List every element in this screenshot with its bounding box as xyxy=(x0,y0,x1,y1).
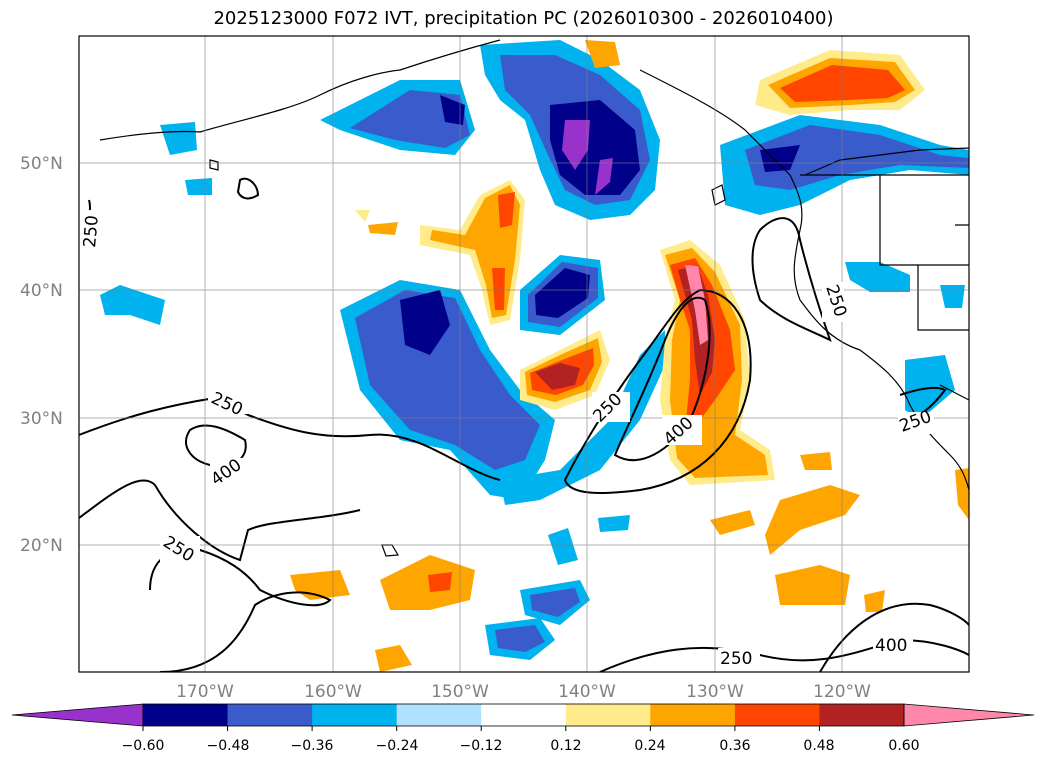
lat-label: 30°N xyxy=(20,409,63,429)
colorbar-segment xyxy=(650,704,736,726)
colorbar-segment xyxy=(481,704,567,726)
neg-spot-10 xyxy=(598,515,630,532)
colorbar-extend-high xyxy=(903,703,1035,727)
coast-canada xyxy=(804,147,969,176)
border-states xyxy=(879,175,969,401)
neg-field-central-core xyxy=(400,290,450,355)
ivt-contour-250-plume xyxy=(563,288,752,494)
ivt-contour-250-coast xyxy=(751,217,832,342)
pos-field-center-max xyxy=(535,363,580,390)
lat-label: 40°N xyxy=(20,281,63,301)
gridlines xyxy=(79,36,969,672)
neg-field-mid-core xyxy=(535,268,590,318)
colorbar-segment xyxy=(312,704,398,726)
colorbar xyxy=(11,703,1035,731)
pos-field-s9 xyxy=(355,210,370,222)
map-frame xyxy=(78,35,970,673)
pos-field-s10 xyxy=(368,222,398,235)
pos-field-s6 xyxy=(800,452,832,470)
neg-spot-7 xyxy=(548,528,578,565)
colorbar-tick-label: 0.36 xyxy=(719,738,750,754)
lat-labels: 50°N 40°N 30°N 20°N xyxy=(20,154,63,556)
shaded-fields xyxy=(79,36,969,672)
lon-label: 170°W xyxy=(176,682,234,702)
pos-field-s2 xyxy=(380,555,475,610)
ivt-contour-250-west xyxy=(79,396,501,481)
neg-spot-2 xyxy=(160,122,197,155)
neg-field-central-inner xyxy=(355,290,540,470)
neg-spot-1 xyxy=(100,285,165,325)
colorbar-tick-label: −0.36 xyxy=(291,738,334,754)
pos-field-s5 xyxy=(710,510,755,535)
colorbar-segment xyxy=(819,704,905,726)
contour-label: 250 xyxy=(720,649,752,669)
colorbar-segment xyxy=(143,704,229,726)
pos-field-s11 xyxy=(955,468,969,520)
island-1 xyxy=(209,159,219,171)
colorbar-segment xyxy=(734,704,820,726)
colorbar-segment xyxy=(227,704,313,726)
lat-label: 50°N xyxy=(20,154,63,174)
neg-field-north-max xyxy=(562,120,590,170)
colorbar-frame xyxy=(142,703,905,727)
colorbar-tick-label: −0.24 xyxy=(376,738,419,754)
lon-label: 140°W xyxy=(558,682,616,702)
pos-field-s8 xyxy=(585,40,620,68)
colorbar-tick-label: 0.12 xyxy=(550,738,581,754)
pos-field-nw-core xyxy=(498,192,515,228)
lat-label: 20°N xyxy=(20,536,63,556)
neg-spot-5 xyxy=(940,285,965,308)
pos-field-s12 xyxy=(864,590,885,612)
island-3 xyxy=(711,184,726,206)
ivt-contour-250-se xyxy=(599,638,969,672)
ivt-contour-small xyxy=(236,177,260,200)
colorbar-ticks: −0.60 −0.48 −0.36 −0.24 −0.12 0.12 0.24 … xyxy=(122,738,920,754)
colorbar-tick-label: −0.60 xyxy=(122,738,165,754)
neg-spot-9-inner xyxy=(495,625,545,652)
contour-label: 250 xyxy=(80,214,103,248)
lon-label: 120°W xyxy=(813,682,871,702)
neg-field-northeast-core xyxy=(760,145,800,172)
pos-field-s7 xyxy=(375,645,412,672)
neg-spot-4 xyxy=(845,262,910,292)
lon-label: 130°W xyxy=(686,682,744,702)
colorbar-segment xyxy=(565,704,651,726)
pos-field-s4 xyxy=(765,485,860,555)
pos-field-s3 xyxy=(775,565,850,605)
lon-label: 160°W xyxy=(304,682,362,702)
colorbar-tick-label: 0.24 xyxy=(634,738,665,754)
map-title: 2025123000 F072 IVT, precipitation PC (2… xyxy=(213,8,834,29)
lon-label: 150°W xyxy=(431,682,489,702)
colorbar-tick-label: 0.48 xyxy=(803,738,834,754)
neg-spot-8-inner xyxy=(530,588,580,617)
neg-spot-3 xyxy=(185,178,212,195)
pos-field-s2-core xyxy=(428,572,452,592)
neg-field-west-core xyxy=(440,95,465,125)
coast-us-west xyxy=(793,229,969,491)
colorbar-tick-label: −0.12 xyxy=(460,738,503,754)
coast-northwest xyxy=(639,69,803,231)
pos-field-plume-peak xyxy=(685,265,708,345)
contour-labels: 250 250 400 250 250 400 250 250 400 250 xyxy=(78,210,934,669)
lon-labels: 170°W 160°W 150°W 140°W 130°W 120°W xyxy=(176,682,871,702)
ivt-contours xyxy=(79,177,969,672)
pos-field-nw-core2 xyxy=(492,268,505,310)
colorbar-extend-low xyxy=(11,703,144,727)
neg-field-north-max2 xyxy=(595,158,613,195)
neg-field-west-inner xyxy=(350,90,470,148)
coastlines xyxy=(99,39,969,557)
ivt-contour-250-south xyxy=(79,479,361,562)
colorbar-segment xyxy=(396,704,482,726)
coast-alaska xyxy=(99,39,501,141)
colorbar-tick-label: −0.48 xyxy=(207,738,250,754)
contour-label: 400 xyxy=(875,636,907,656)
ivt-contour-400-se xyxy=(819,602,969,672)
colorbar-tick-label: 0.60 xyxy=(888,738,919,754)
